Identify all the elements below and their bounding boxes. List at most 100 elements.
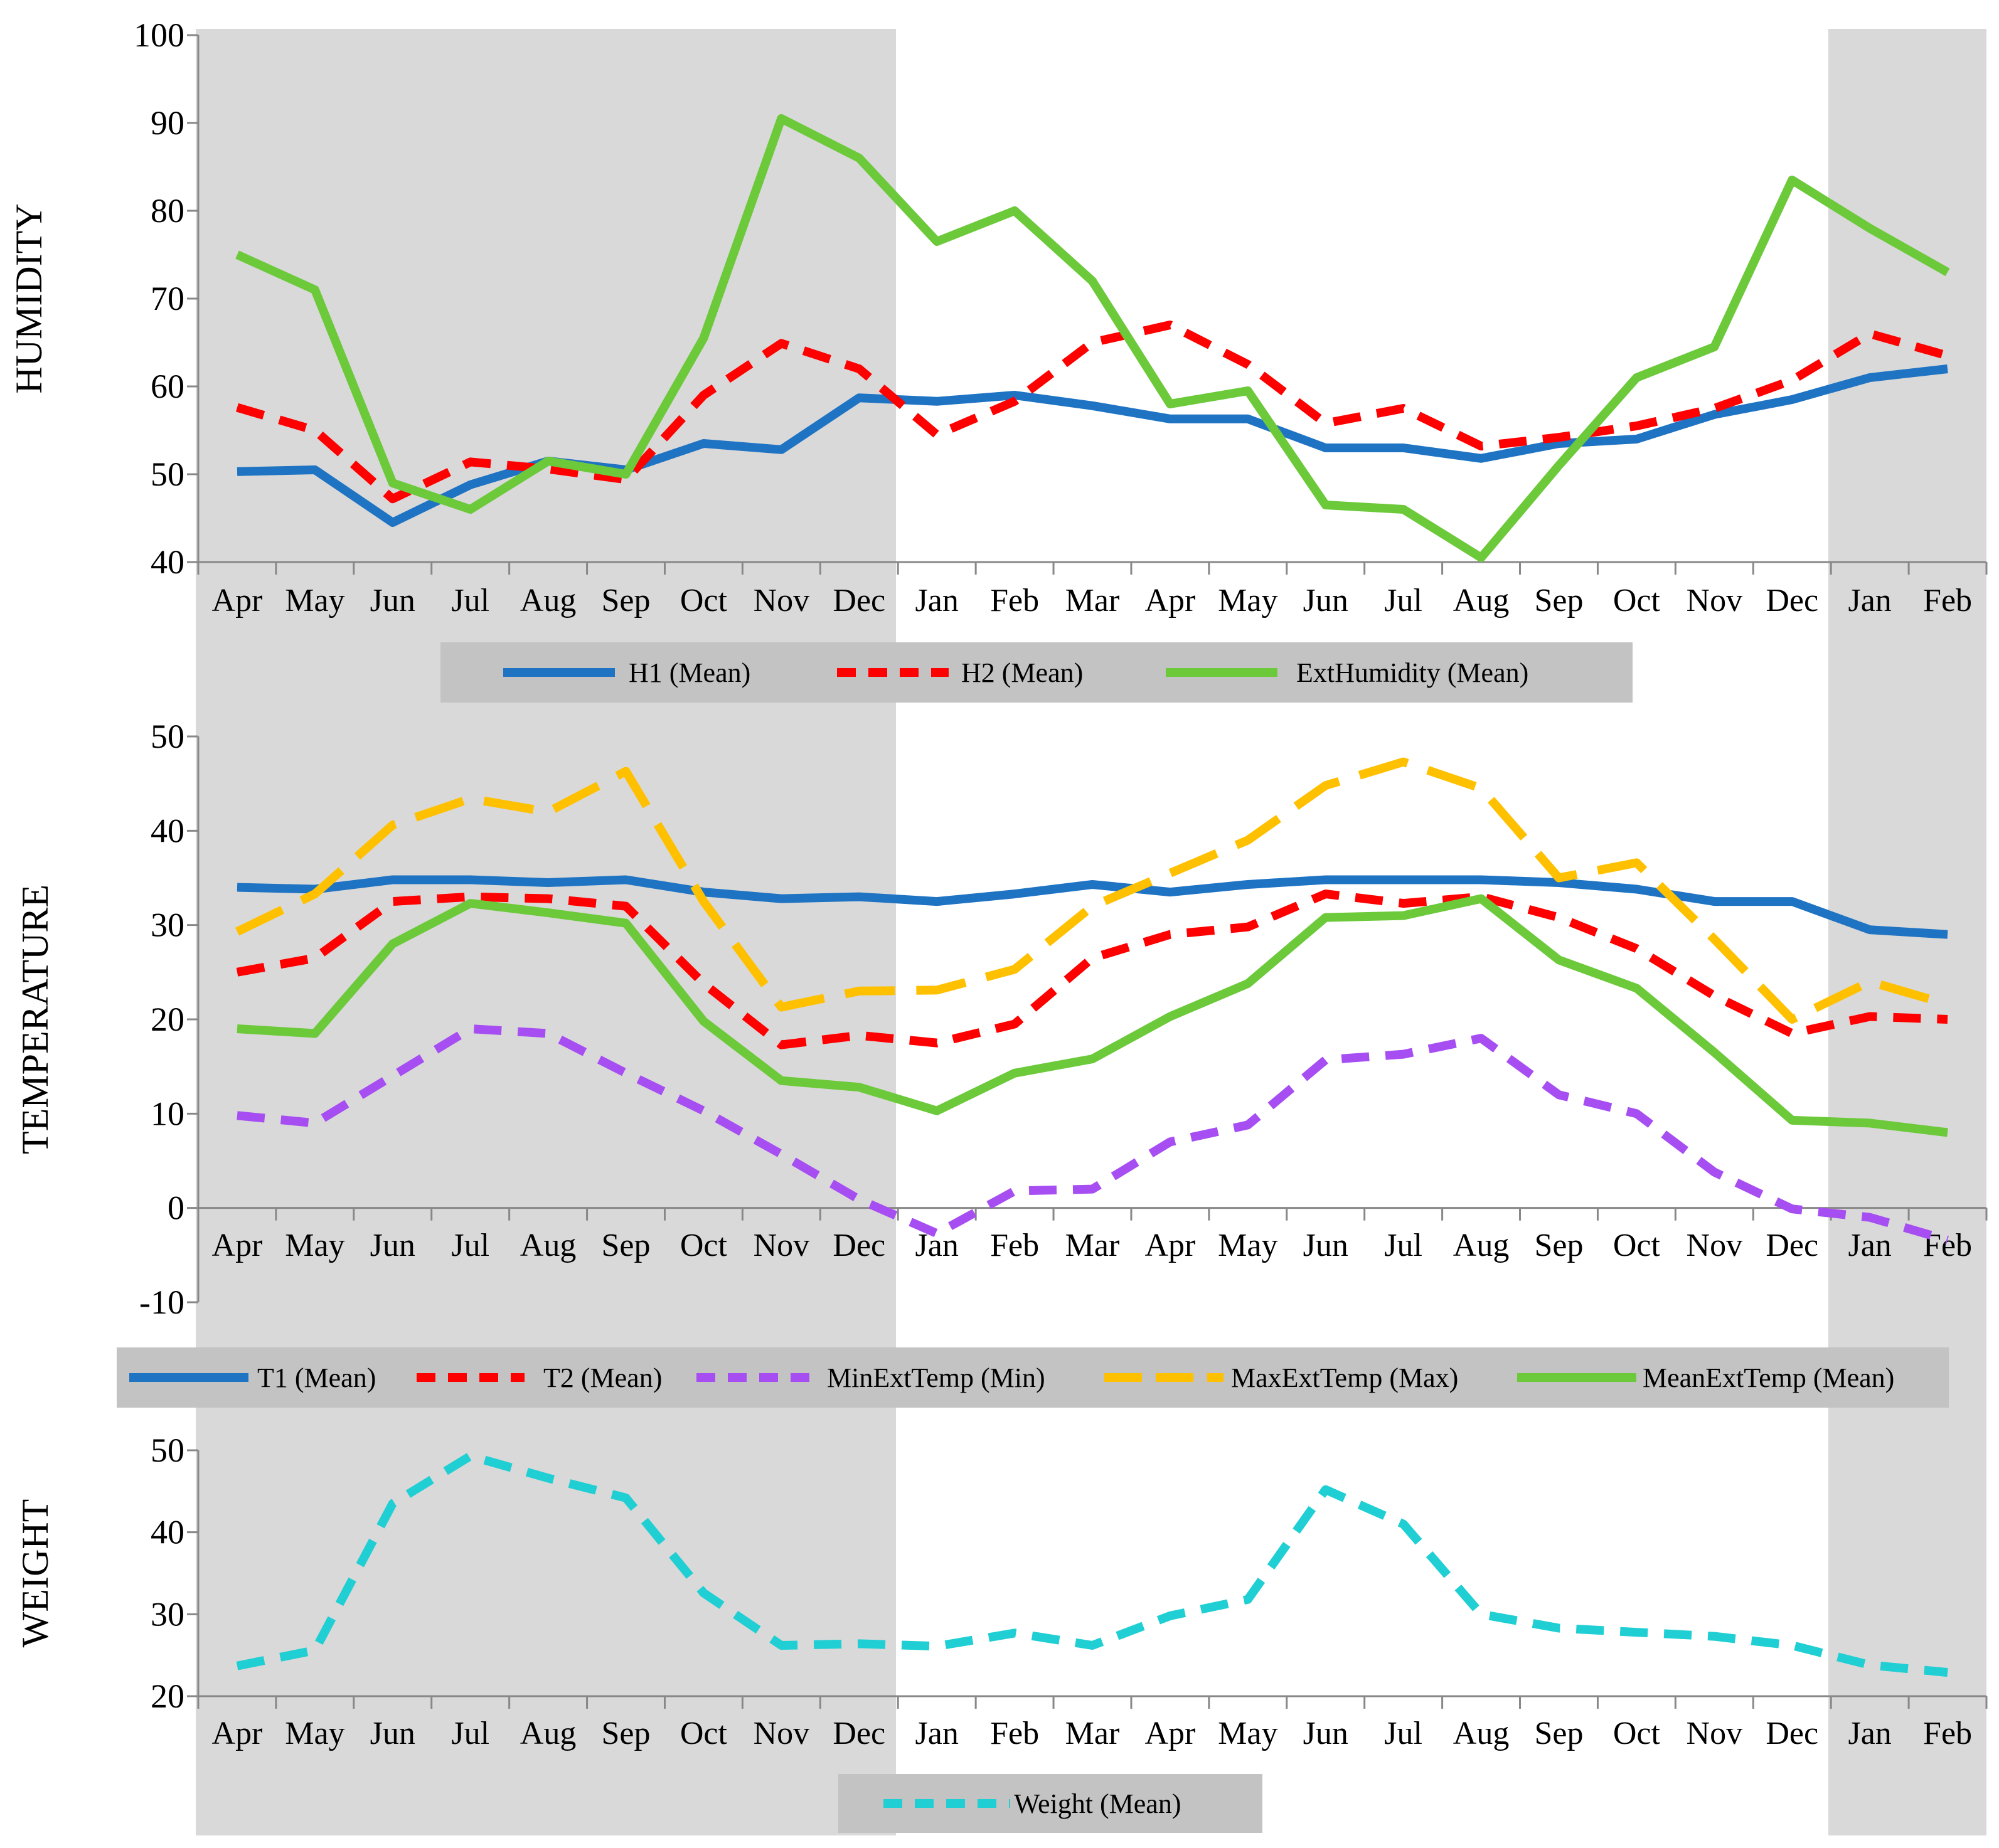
- y-tick-label: 30: [151, 906, 184, 944]
- x-tick-label: Jul: [1384, 1228, 1422, 1263]
- y-tick-label: 40: [151, 1514, 184, 1551]
- x-tick-label: Apr: [1144, 1716, 1195, 1751]
- x-tick-label: Jun: [370, 583, 415, 619]
- legend-label-t2-mean: T2 (Mean): [543, 1362, 662, 1393]
- y-tick-label: 50: [151, 1431, 184, 1469]
- legend-label-exthumidity-mean: ExtHumidity (Mean): [1296, 657, 1528, 688]
- x-tick-label: Jul: [451, 583, 489, 619]
- y-axis-title: HUMIDITY: [8, 203, 50, 393]
- x-tick-label: Sep: [1534, 1228, 1583, 1263]
- x-tick-label: Jun: [1303, 1228, 1348, 1263]
- x-tick-label: Jan: [915, 1228, 959, 1263]
- x-tick-label: Jun: [370, 1716, 415, 1751]
- x-tick-label: Aug: [520, 583, 577, 619]
- x-tick-label: Oct: [680, 1228, 728, 1263]
- legend-background: [440, 642, 1633, 703]
- x-tick-label: Nov: [1687, 1716, 1743, 1751]
- x-tick-label: Jan: [1848, 1716, 1891, 1751]
- x-tick-label: May: [1218, 583, 1277, 619]
- legend-label-weight-mean: Weight (Mean): [1014, 1788, 1181, 1819]
- x-tick-label: Jun: [1303, 583, 1348, 619]
- legend-background: [838, 1774, 1262, 1833]
- series-line-minexttemp-min: [237, 1024, 1949, 1245]
- y-tick-label: -10: [139, 1283, 184, 1321]
- x-tick-label: Feb: [990, 1716, 1039, 1751]
- legend-label-minexttemp-min: MinExtTemp (Min): [827, 1362, 1045, 1393]
- x-tick-label: Oct: [680, 1716, 728, 1751]
- x-tick-label: Aug: [1453, 1228, 1510, 1263]
- y-tick-label: 30: [151, 1595, 184, 1633]
- legend-label-h2-mean: H2 (Mean): [961, 657, 1083, 688]
- x-tick-label: May: [1218, 1716, 1277, 1751]
- x-tick-label: Dec: [833, 1716, 885, 1751]
- y-tick-label: 60: [151, 368, 184, 405]
- panel-humidity: 100 90 80 70 60 50 40 Apr May Jun Jul Aug Sep Oct Nov D…: [8, 16, 1988, 703]
- y-tick-label: 50: [151, 718, 184, 755]
- legend-label-t1-mean: T1 (Mean): [257, 1362, 376, 1393]
- x-tick-label: Feb: [990, 1228, 1039, 1263]
- x-tick-label: Nov: [754, 1228, 810, 1263]
- x-tick-label: Dec: [1766, 1228, 1818, 1263]
- x-tick-label: Mar: [1065, 1716, 1120, 1751]
- x-tick-label: Jan: [915, 1716, 959, 1751]
- series-line-t2-mean: [236, 889, 1948, 1049]
- x-tick-label: Aug: [520, 1716, 577, 1751]
- x-tick-label: Apr: [212, 583, 263, 619]
- x-tick-label: Jun: [370, 1228, 415, 1263]
- x-tick-label: Sep: [1534, 1716, 1583, 1751]
- y-tick-label: 80: [151, 192, 184, 230]
- x-tick-label: Feb: [990, 583, 1039, 619]
- x-tick-label: Feb: [1923, 583, 1972, 619]
- legend-label-meanexttemp-mean: MeanExtTemp (Mean): [1643, 1362, 1894, 1393]
- x-tick-label: Feb: [1923, 1716, 1972, 1751]
- x-tick-label: Sep: [602, 1716, 651, 1751]
- series-line-meanexttemp-mean: [237, 894, 1948, 1137]
- legend-label-maxexttemp-max: MaxExtTemp (Max): [1231, 1362, 1458, 1393]
- y-axis-title: WEIGHT: [14, 1499, 56, 1648]
- y-tick-label: 40: [151, 543, 184, 581]
- x-tick-label: Jul: [451, 1228, 489, 1263]
- x-tick-label: Oct: [1613, 583, 1661, 619]
- x-tick-label: Apr: [212, 1716, 263, 1751]
- x-tick-label: May: [1218, 1228, 1277, 1263]
- x-tick-label: Dec: [833, 583, 885, 619]
- y-tick-label: 100: [134, 16, 184, 54]
- y-axis-title: TEMPERATURE: [14, 884, 56, 1154]
- x-tick-label: Oct: [1613, 1228, 1661, 1263]
- x-tick-label: Nov: [1687, 583, 1743, 619]
- panel-weight: 50 40 30 20 Apr May Jun Jul Aug Sep Oct Nov Dec Jan Fe…: [14, 1431, 1988, 1833]
- x-tick-label: May: [285, 1716, 344, 1751]
- x-tick-label: Sep: [1534, 583, 1583, 619]
- x-tick-label: Mar: [1065, 583, 1120, 619]
- x-tick-label: Aug: [1453, 583, 1510, 619]
- x-tick-label: Jun: [1303, 1716, 1348, 1751]
- shaded-region-left: [196, 29, 896, 1835]
- series-line-h2-mean: [236, 321, 1949, 504]
- x-tick-label: Jan: [1848, 583, 1891, 619]
- x-tick-label: Mar: [1065, 1228, 1120, 1263]
- x-tick-label: Jan: [1848, 1228, 1891, 1263]
- x-tick-label: Jul: [1384, 583, 1422, 619]
- legend-label-h1-mean: H1 (Mean): [629, 657, 750, 688]
- y-tick-label: 10: [151, 1095, 184, 1132]
- x-tick-label: Apr: [1144, 1228, 1195, 1263]
- series-line-maxexttemp-max: [235, 757, 1949, 1024]
- series-line-weight-mean: [236, 1452, 1948, 1677]
- x-tick-label: Dec: [1766, 583, 1818, 619]
- legend-humidity: H1 (Mean) H2 (Mean) ExtHumidity (Mean): [440, 642, 1633, 703]
- x-tick-label: May: [285, 1228, 344, 1263]
- x-tick-label: Aug: [1453, 1716, 1510, 1751]
- y-tick-label: 20: [151, 1001, 184, 1038]
- x-tick-label: Sep: [602, 583, 651, 619]
- x-tick-label: Oct: [1613, 1716, 1661, 1751]
- x-tick-label: Apr: [212, 1228, 263, 1263]
- x-tick-label: Oct: [680, 583, 728, 619]
- series-line-exthumidity-mean: [235, 114, 1950, 562]
- y-tick-label: 90: [151, 104, 184, 142]
- x-tick-label: Jan: [915, 583, 959, 619]
- x-tick-label: May: [285, 583, 344, 619]
- legend-weight: Weight (Mean): [838, 1774, 1262, 1833]
- x-tick-label: Aug: [520, 1228, 577, 1263]
- x-tick-label: Sep: [602, 1228, 651, 1263]
